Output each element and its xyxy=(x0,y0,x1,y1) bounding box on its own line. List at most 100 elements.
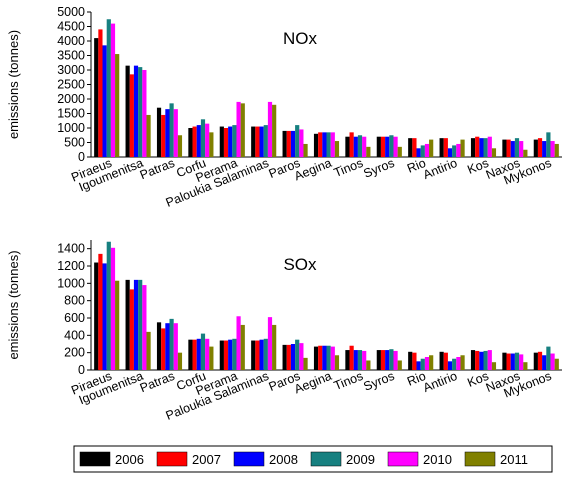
bar-2006-igoumenitsa xyxy=(125,65,130,157)
x-tick-label: Patras xyxy=(138,369,177,396)
y-tick-label: 4000 xyxy=(57,34,85,48)
bar-2006-paloukia-salaminas xyxy=(251,126,256,157)
bar-2011-perama xyxy=(240,103,245,157)
bar-2007-rio xyxy=(412,352,417,370)
y-tick-label: 2000 xyxy=(57,92,85,106)
bar-2010-piraeus xyxy=(110,247,116,370)
bar-2010-mykonos xyxy=(550,141,555,157)
bar-2006-piraeus xyxy=(94,38,99,157)
bar-2009-aegina xyxy=(326,132,331,157)
bar-2009-paros xyxy=(295,339,300,370)
bar-2006-corfu xyxy=(188,339,193,370)
bar-2009-patras xyxy=(169,318,174,370)
bar-2009-syros xyxy=(389,349,394,370)
bar-2008-patras xyxy=(165,109,170,157)
bar-2007-igoumenitsa xyxy=(129,74,134,157)
bar-2007-syros xyxy=(380,136,386,157)
bar-2008-patras xyxy=(165,323,170,370)
bar-2007-corfu xyxy=(192,126,197,157)
x-tick-label: Syros xyxy=(362,369,397,394)
bar-2011-tinos xyxy=(366,360,371,370)
bar-2008-piraeus xyxy=(102,263,107,370)
bar-2008-paloukia-salaminas xyxy=(259,126,264,157)
legend-swatch-2010 xyxy=(387,451,419,467)
bar-2011-paros xyxy=(303,357,308,370)
bar-2006-antirio xyxy=(439,138,444,157)
bar-2010-patras xyxy=(173,323,178,370)
bar-2010-igoumenitsa xyxy=(142,70,147,157)
bar-2010-naxos xyxy=(519,141,524,157)
bar-2009-tinos xyxy=(357,350,363,370)
bar-2006-tinos xyxy=(345,136,350,157)
bar-2011-naxos xyxy=(523,149,528,157)
bar-2010-patras xyxy=(173,109,178,157)
bar-2008-paros xyxy=(290,130,296,157)
bar-2011-corfu xyxy=(209,346,214,370)
bar-2007-paros xyxy=(286,130,291,157)
bar-2007-kos xyxy=(475,350,480,370)
bar-2010-igoumenitsa xyxy=(142,285,147,370)
x-tick-label: Patras xyxy=(138,156,177,183)
legend-swatch-2006 xyxy=(79,451,111,467)
bar-2010-syros xyxy=(393,350,398,370)
bar-2009-paloukia-salaminas xyxy=(263,338,268,370)
bar-2008-corfu xyxy=(196,125,201,157)
bar-2007-igoumenitsa xyxy=(129,289,134,370)
bar-2008-antirio xyxy=(447,361,453,370)
bar-2009-antirio xyxy=(452,145,457,157)
bar-2008-paloukia-salaminas xyxy=(259,339,264,370)
bar-2009-syros xyxy=(389,135,394,157)
bar-2009-igoumenitsa xyxy=(138,279,143,370)
bar-2011-patras xyxy=(177,352,183,370)
bar-2010-antirio xyxy=(456,357,461,370)
bar-2008-naxos xyxy=(510,141,515,157)
bar-2011-piraeus xyxy=(115,280,120,370)
bar-2009-kos xyxy=(483,350,488,370)
x-tick-label: Antirio xyxy=(421,156,459,182)
bar-2008-paros xyxy=(290,344,296,370)
bar-2006-kos xyxy=(470,138,476,157)
bar-2010-paloukia-salaminas xyxy=(267,317,273,370)
bar-2006-tinos xyxy=(345,350,350,370)
bar-2009-corfu xyxy=(200,333,206,370)
bar-2006-syros xyxy=(376,350,381,370)
bar-2007-perama xyxy=(223,128,229,157)
bar-2006-patras xyxy=(156,107,162,157)
bar-2006-naxos xyxy=(502,139,507,157)
bar-2007-tinos xyxy=(349,132,354,157)
legend-label-2006: 2006 xyxy=(115,452,144,467)
bar-2007-kos xyxy=(475,136,480,157)
bar-2010-piraeus xyxy=(110,23,116,157)
bar-2006-mykonos xyxy=(533,139,538,157)
x-tick-label: Syros xyxy=(362,156,397,181)
bar-2006-paros xyxy=(282,344,287,370)
x-tick-label: Rio xyxy=(405,156,428,176)
bar-2009-piraeus xyxy=(106,241,111,370)
bar-2009-naxos xyxy=(514,138,520,157)
bar-2007-paros xyxy=(286,344,291,370)
bar-2011-aegina xyxy=(334,355,340,370)
bar-2008-mykonos xyxy=(542,141,547,157)
bar-2011-igoumenitsa xyxy=(146,331,151,370)
bar-2007-tinos xyxy=(349,345,354,370)
x-tick-label: Tinos xyxy=(332,369,365,393)
bar-2008-naxos xyxy=(510,353,515,370)
bar-2011-mykonos xyxy=(554,143,559,157)
bar-2010-kos xyxy=(487,350,492,370)
bar-2011-rio xyxy=(429,139,434,157)
bar-2006-perama xyxy=(219,340,224,370)
bar-2011-corfu xyxy=(209,132,214,157)
bar-2010-corfu xyxy=(205,338,210,370)
y-tick-label: 500 xyxy=(64,136,85,150)
bar-2011-kos xyxy=(491,362,497,370)
bar-2006-paros xyxy=(282,130,287,157)
bar-2006-mykonos xyxy=(533,352,538,370)
bar-2006-patras xyxy=(156,322,162,370)
bar-2011-paros xyxy=(303,143,308,157)
bar-2009-patras xyxy=(169,103,174,157)
legend-swatch-2008 xyxy=(233,451,265,467)
bar-2009-perama xyxy=(232,338,237,370)
y-tick-label: 2500 xyxy=(57,78,85,92)
bar-2010-rio xyxy=(424,143,430,157)
